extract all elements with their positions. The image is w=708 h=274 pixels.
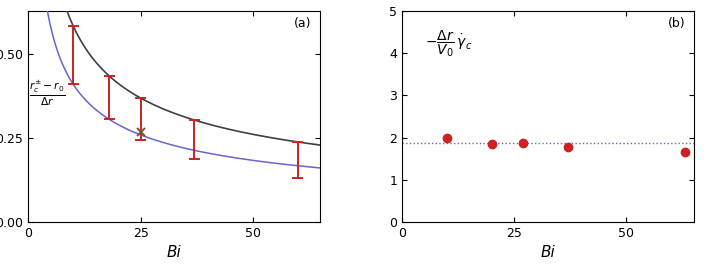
Text: (a): (a) bbox=[294, 17, 312, 30]
X-axis label: Bi: Bi bbox=[540, 245, 555, 260]
X-axis label: Bi: Bi bbox=[167, 245, 182, 260]
Text: $-\dfrac{\Delta r}{V_0}\,\dot{\gamma}_c$: $-\dfrac{\Delta r}{V_0}\,\dot{\gamma}_c$ bbox=[426, 28, 472, 59]
Text: (b): (b) bbox=[668, 17, 685, 30]
Text: $\frac{r_c^{\pm} - r_0}{\Delta r}$: $\frac{r_c^{\pm} - r_0}{\Delta r}$ bbox=[29, 78, 65, 108]
